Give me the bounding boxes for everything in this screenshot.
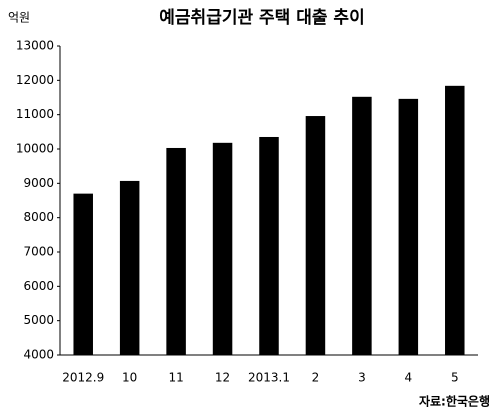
x-tick-label: 11 [168, 371, 183, 385]
y-tick-label: 9000 [23, 176, 54, 190]
bar [259, 136, 279, 355]
y-tick-label: 12000 [16, 73, 54, 87]
chart-title: 예금취급기관 주택 대출 추이 [159, 7, 364, 28]
bar [212, 142, 233, 355]
x-tick-label: 10 [122, 371, 137, 385]
y-tick-label: 5000 [23, 313, 54, 327]
bar [166, 147, 186, 355]
bar [73, 193, 93, 355]
y-axis-unit: 억원 [8, 11, 30, 25]
bar [445, 85, 465, 356]
source-note: 자료:한국은행 [419, 394, 490, 409]
x-tick-label: 2013.1 [248, 371, 290, 385]
bar [119, 180, 140, 355]
x-tick-label: 2 [312, 371, 320, 385]
y-tick-label: 6000 [23, 279, 54, 293]
x-tick-label: 4 [405, 371, 413, 385]
bar [352, 96, 372, 356]
y-tick-label: 7000 [23, 245, 54, 259]
x-tick-label: 5 [451, 371, 459, 385]
y-tick-label: 8000 [23, 210, 54, 224]
x-tick-label: 12 [215, 371, 230, 385]
y-tick-label: 10000 [16, 142, 54, 156]
y-tick-label: 11000 [16, 107, 54, 121]
bar [398, 98, 419, 355]
bar [305, 116, 326, 355]
y-tick-label: 13000 [16, 39, 54, 53]
x-tick-label: 3 [358, 371, 366, 385]
y-tick-label: 4000 [23, 348, 54, 362]
x-tick-label: 2012.9 [62, 371, 104, 385]
